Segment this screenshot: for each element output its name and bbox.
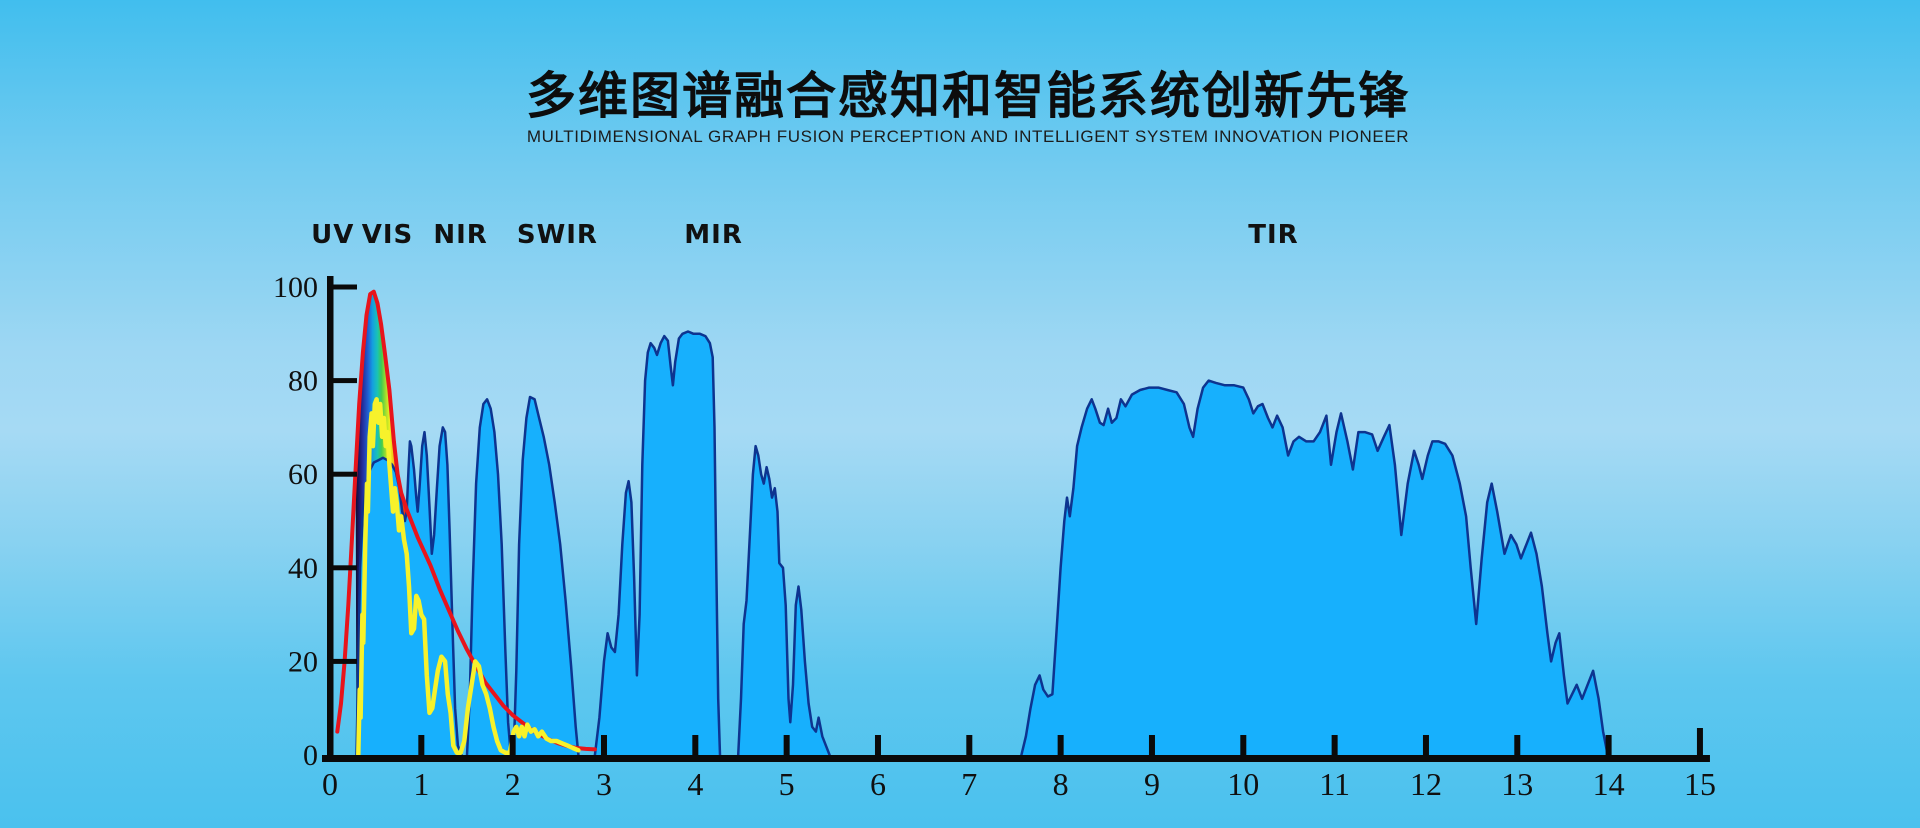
- band-label-nir: NIR: [433, 220, 487, 250]
- x-tick-label: 15: [1684, 766, 1716, 802]
- transmission-window-area: [738, 446, 830, 755]
- x-axis-tick: [1422, 735, 1429, 755]
- y-axis-line: [327, 276, 334, 762]
- x-tick-label: 3: [596, 766, 612, 802]
- transmission-window-outline: [593, 330, 722, 757]
- x-tick-label: 9: [1144, 766, 1160, 802]
- x-tick-label: 12: [1410, 766, 1442, 802]
- x-axis-tick: [1331, 735, 1338, 755]
- x-tick-label: 6: [870, 766, 886, 802]
- band-label-tir: TIR: [1248, 220, 1298, 250]
- transmission-window-outline: [355, 426, 463, 757]
- x-tick-label: 5: [779, 766, 795, 802]
- x-axis-tick: [1240, 735, 1247, 755]
- transmission-window-outline: [512, 395, 580, 757]
- x-tick-label: 11: [1319, 766, 1350, 802]
- y-tick-label: 60: [288, 458, 318, 491]
- y-tick-label: 0: [303, 739, 318, 772]
- transmission-window-area: [594, 331, 720, 755]
- y-tick-label: 40: [288, 552, 318, 585]
- band-label-swir: SWIR: [517, 220, 598, 250]
- x-axis-tick: [1148, 735, 1155, 755]
- x-axis-line: [322, 755, 1710, 762]
- transmission-window-area: [1021, 380, 1608, 755]
- x-axis-tick: [1696, 728, 1703, 755]
- y-axis-tick: [333, 658, 357, 664]
- solar-irradiance-curve-yellow: [356, 397, 581, 758]
- y-tick-label: 100: [273, 271, 318, 304]
- x-axis-tick: [600, 735, 607, 755]
- transmission-window-area: [513, 397, 579, 755]
- transmission-window-outline: [1020, 379, 1609, 757]
- y-tick-label: 80: [288, 365, 318, 398]
- y-axis-tick: [333, 284, 357, 290]
- x-tick-label: 13: [1501, 766, 1533, 802]
- x-tick-label: 8: [1053, 766, 1069, 802]
- x-axis-tick: [966, 735, 973, 755]
- x-axis-tick: [509, 735, 516, 755]
- visible-spectrum-rainbow-peak: [355, 291, 407, 755]
- page-subtitle: MULTIDIMENSIONAL GRAPH FUSION PERCEPTION…: [526, 127, 1410, 146]
- y-tick-label: 20: [288, 645, 318, 678]
- band-label-vis: VIS: [362, 220, 414, 250]
- x-axis-tick: [1514, 735, 1521, 755]
- x-tick-label: 7: [961, 766, 977, 802]
- transmission-window-outline: [465, 398, 513, 757]
- band-label-uv: UV: [311, 220, 354, 250]
- transmission-window-outline: [736, 444, 831, 757]
- x-tick-label: 1: [413, 766, 429, 802]
- x-axis-tick: [1605, 735, 1612, 755]
- x-axis-tick: [783, 735, 790, 755]
- x-axis-tick: [1057, 735, 1064, 755]
- y-axis-tick: [333, 378, 357, 384]
- y-axis-tick: [333, 471, 357, 477]
- x-axis-tick: [418, 735, 425, 755]
- page-title: 多维图谱融合感知和智能系统创新先锋: [526, 67, 1410, 125]
- x-axis-tick: [692, 735, 699, 755]
- y-axis-tick: [333, 565, 357, 571]
- band-label-mir: MIR: [684, 220, 743, 250]
- x-tick-label: 14: [1593, 766, 1625, 802]
- x-tick-label: 2: [505, 766, 521, 802]
- x-tick-label: 10: [1227, 766, 1259, 802]
- x-axis-tick: [874, 735, 881, 755]
- x-tick-label: 0: [322, 766, 338, 802]
- x-tick-label: 4: [687, 766, 703, 802]
